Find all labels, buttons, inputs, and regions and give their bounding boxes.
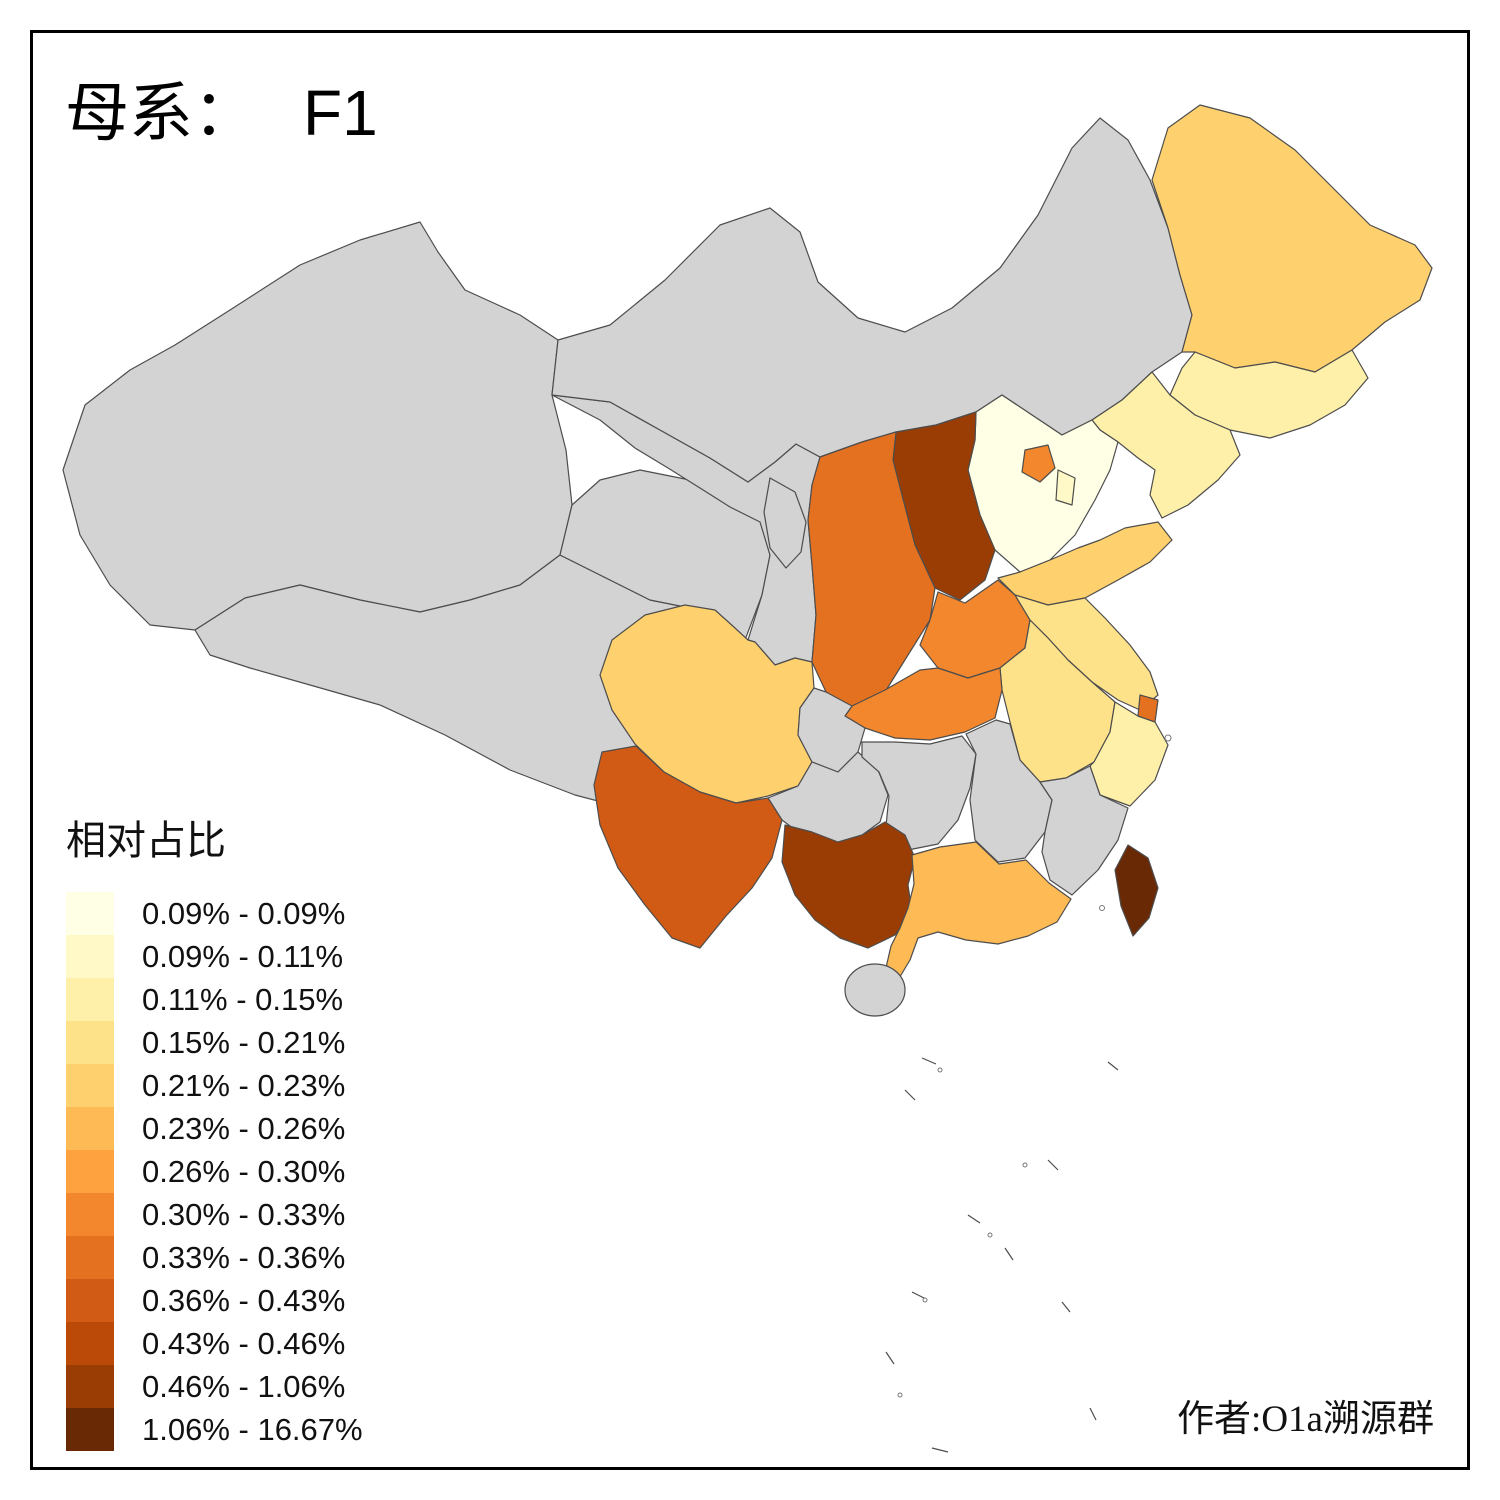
legend-row: 0.43% - 0.46% (66, 1322, 363, 1365)
legend-row: 0.30% - 0.33% (66, 1193, 363, 1236)
legend-label: 0.21% - 0.23% (142, 1067, 346, 1103)
legend-rows: 0.09% - 0.09% 0.09% - 0.11% 0.11% - 0.15% 0… (66, 892, 363, 1451)
legend-swatch (66, 935, 114, 978)
map-title-label: 母系： (65, 78, 257, 149)
legend-row: 0.11% - 0.15% (66, 978, 363, 1021)
legend-row: 0.26% - 0.30% (66, 1150, 363, 1193)
legend-label: 0.33% - 0.36% (142, 1239, 346, 1275)
legend-row: 0.15% - 0.21% (66, 1021, 363, 1064)
legend-swatch (66, 1236, 114, 1279)
province-fujian (1039, 765, 1129, 896)
legend-row: 1.06% - 16.67% (66, 1408, 363, 1451)
legend-label: 0.09% - 0.11% (142, 938, 344, 974)
legend-label: 0.46% - 1.06% (142, 1368, 346, 1404)
legend-row: 0.23% - 0.26% (66, 1107, 363, 1150)
legend-row: 0.09% - 0.09% (66, 892, 363, 935)
legend: 相对占比 0.09% - 0.09% 0.09% - 0.11% 0.11% - 0… (66, 808, 363, 1451)
province-shaanxi (807, 431, 936, 709)
plot-border (30, 30, 1470, 1470)
legend-label: 0.26% - 0.30% (142, 1153, 346, 1189)
legend-title: 相对占比 (66, 818, 226, 863)
legend-swatch (66, 1408, 114, 1451)
sea-dash-marks (885, 1057, 1119, 1453)
island-dot (1099, 905, 1105, 911)
legend-swatch (66, 978, 114, 1021)
province-hunan (861, 735, 977, 851)
province-yunnan (593, 745, 783, 949)
province-tianjin (1055, 469, 1076, 506)
legend-label: 0.36% - 0.43% (142, 1282, 346, 1318)
map-title: 母系： F1 (65, 62, 378, 154)
sea-dashes-layer (885, 1057, 1119, 1453)
legend-swatch (66, 1279, 114, 1322)
island-dot (987, 1232, 993, 1238)
sea-islands-layer (897, 734, 1172, 1398)
province-guangdong (884, 841, 1072, 981)
legend-swatch (66, 1150, 114, 1193)
province-hainan (844, 963, 906, 1017)
province-ningxia (763, 477, 807, 569)
legend-row: 0.46% - 1.06% (66, 1365, 363, 1408)
legend-swatch (66, 892, 114, 935)
legend-row: 0.21% - 0.23% (66, 1064, 363, 1107)
legend-label: 0.09% - 0.09% (142, 895, 346, 931)
province-hubei (844, 667, 1003, 741)
legend-swatch (66, 1021, 114, 1064)
legend-label: 0.43% - 0.46% (142, 1325, 346, 1361)
provinces-layer (62, 104, 1433, 1017)
legend-swatch (66, 1193, 114, 1236)
legend-swatch (66, 1107, 114, 1150)
legend-swatch (66, 1322, 114, 1365)
legend-row: 0.09% - 0.11% (66, 935, 363, 978)
island-dot (1164, 734, 1172, 742)
island-dot (1022, 1162, 1028, 1168)
island-dot (922, 1297, 928, 1303)
legend-row: 0.36% - 0.43% (66, 1279, 363, 1322)
author-credit: 作者:O1a溯源群 (1177, 1399, 1434, 1440)
island-dot (897, 1392, 903, 1398)
province-shanghai (1137, 694, 1159, 723)
legend-row: 0.33% - 0.36% (66, 1236, 363, 1279)
legend-swatch (66, 1064, 114, 1107)
legend-label: 0.11% - 0.15% (142, 981, 344, 1017)
province-heilongjiang (1151, 104, 1433, 373)
legend-swatch (66, 1365, 114, 1408)
legend-label: 0.23% - 0.26% (142, 1110, 346, 1146)
legend-label: 0.30% - 0.33% (142, 1196, 346, 1232)
island-dot (937, 1067, 943, 1073)
map-title-haplogroup: F1 (303, 77, 378, 149)
legend-label: 0.15% - 0.21% (142, 1024, 346, 1060)
province-taiwan (1114, 844, 1159, 937)
province-liaoning (1091, 371, 1241, 519)
legend-label: 1.06% - 16.67% (142, 1411, 363, 1447)
province-beijing (1021, 444, 1056, 483)
